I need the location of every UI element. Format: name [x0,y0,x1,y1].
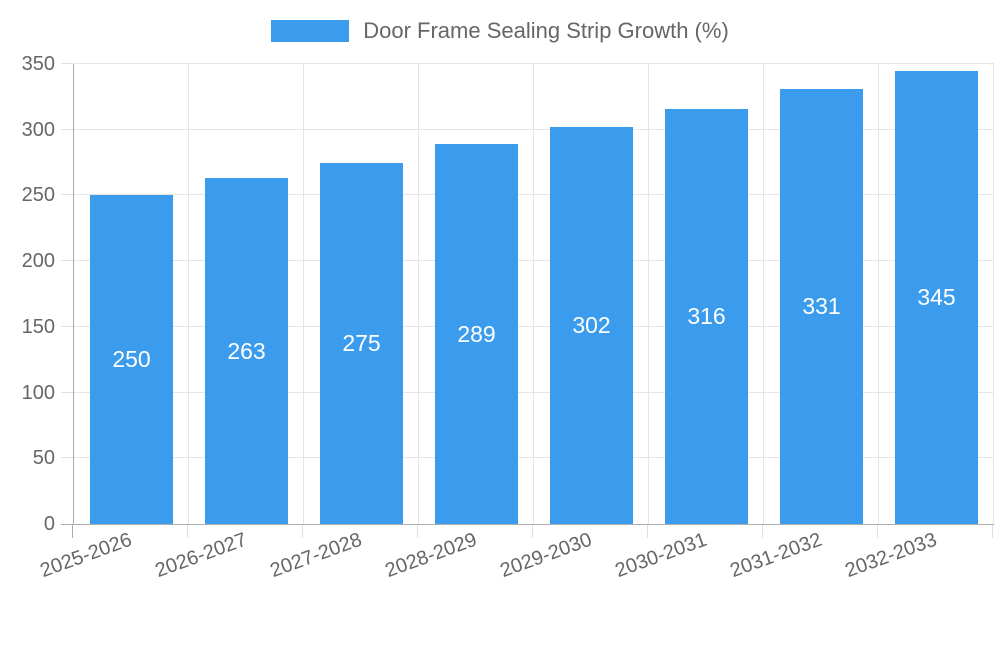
x-tick-mark [647,525,648,538]
x-gridline [418,64,419,524]
legend-swatch [271,20,350,42]
x-gridline [993,64,994,524]
y-gridline [74,260,994,262]
x-gridline [188,64,189,524]
bar: 289 [435,144,518,524]
bar-value-label: 302 [572,312,611,338]
x-tick-mark [762,525,763,538]
y-tick-label: 100 [21,381,55,404]
bar-chart: Door Frame Sealing Strip Growth (%) 250 2… [0,18,1000,583]
x-tick-mark [877,525,878,538]
bar: 275 [320,163,403,524]
x-gridline [648,64,649,524]
y-tick-label: 0 [43,513,55,535]
bar: 250 [90,195,173,524]
bar-value-label: 289 [457,320,496,347]
y-tick-mark [61,457,73,459]
y-tick-label: 50 [32,447,55,470]
y-tick-label: 250 [21,184,55,207]
bar-value-label: 263 [227,337,266,364]
y-tick-mark [61,524,73,525]
legend[interactable]: Door Frame Sealing Strip Growth (%) [0,18,1000,44]
y-tick-mark [61,194,73,196]
bar: 316 [665,109,748,524]
x-tick-mark [992,525,993,538]
bar: 331 [780,89,863,524]
y-tick-mark [61,325,73,327]
bar-value-label: 250 [112,346,151,372]
x-tick-mark [417,525,418,538]
x-gridline [763,64,764,524]
y-tick-label: 150 [21,315,55,338]
bar-value-label: 275 [342,330,381,356]
y-gridline [74,325,994,327]
x-tick-mark [187,525,188,538]
y-tick-mark [61,260,73,262]
y-gridline [74,63,994,64]
bar: 345 [895,71,978,524]
x-tick-mark [302,525,303,538]
y-gridline [74,391,994,393]
x-gridline [878,64,879,524]
bar-value-label: 345 [917,284,956,310]
bar-value-label: 331 [802,293,841,319]
x-gridline [533,64,534,524]
plot-area: 250 263 275 289 302 316 331 345 [73,63,994,525]
bar: 302 [550,127,633,524]
y-tick-mark [61,391,73,393]
y-tick-label: 350 [21,53,55,75]
y-tick-mark [61,63,73,64]
y-tick-label: 300 [21,118,55,141]
y-gridline [74,128,994,130]
y-gridline [74,457,994,459]
y-gridline [74,194,994,196]
legend-label: Door Frame Sealing Strip Growth (%) [363,18,729,43]
x-tick-mark [532,525,533,538]
y-tick-label: 200 [21,250,55,273]
y-tick-mark [61,128,73,130]
bar-value-label: 316 [687,303,726,329]
x-tick-mark [72,525,73,538]
bar: 263 [205,178,288,524]
x-gridline [303,64,304,524]
